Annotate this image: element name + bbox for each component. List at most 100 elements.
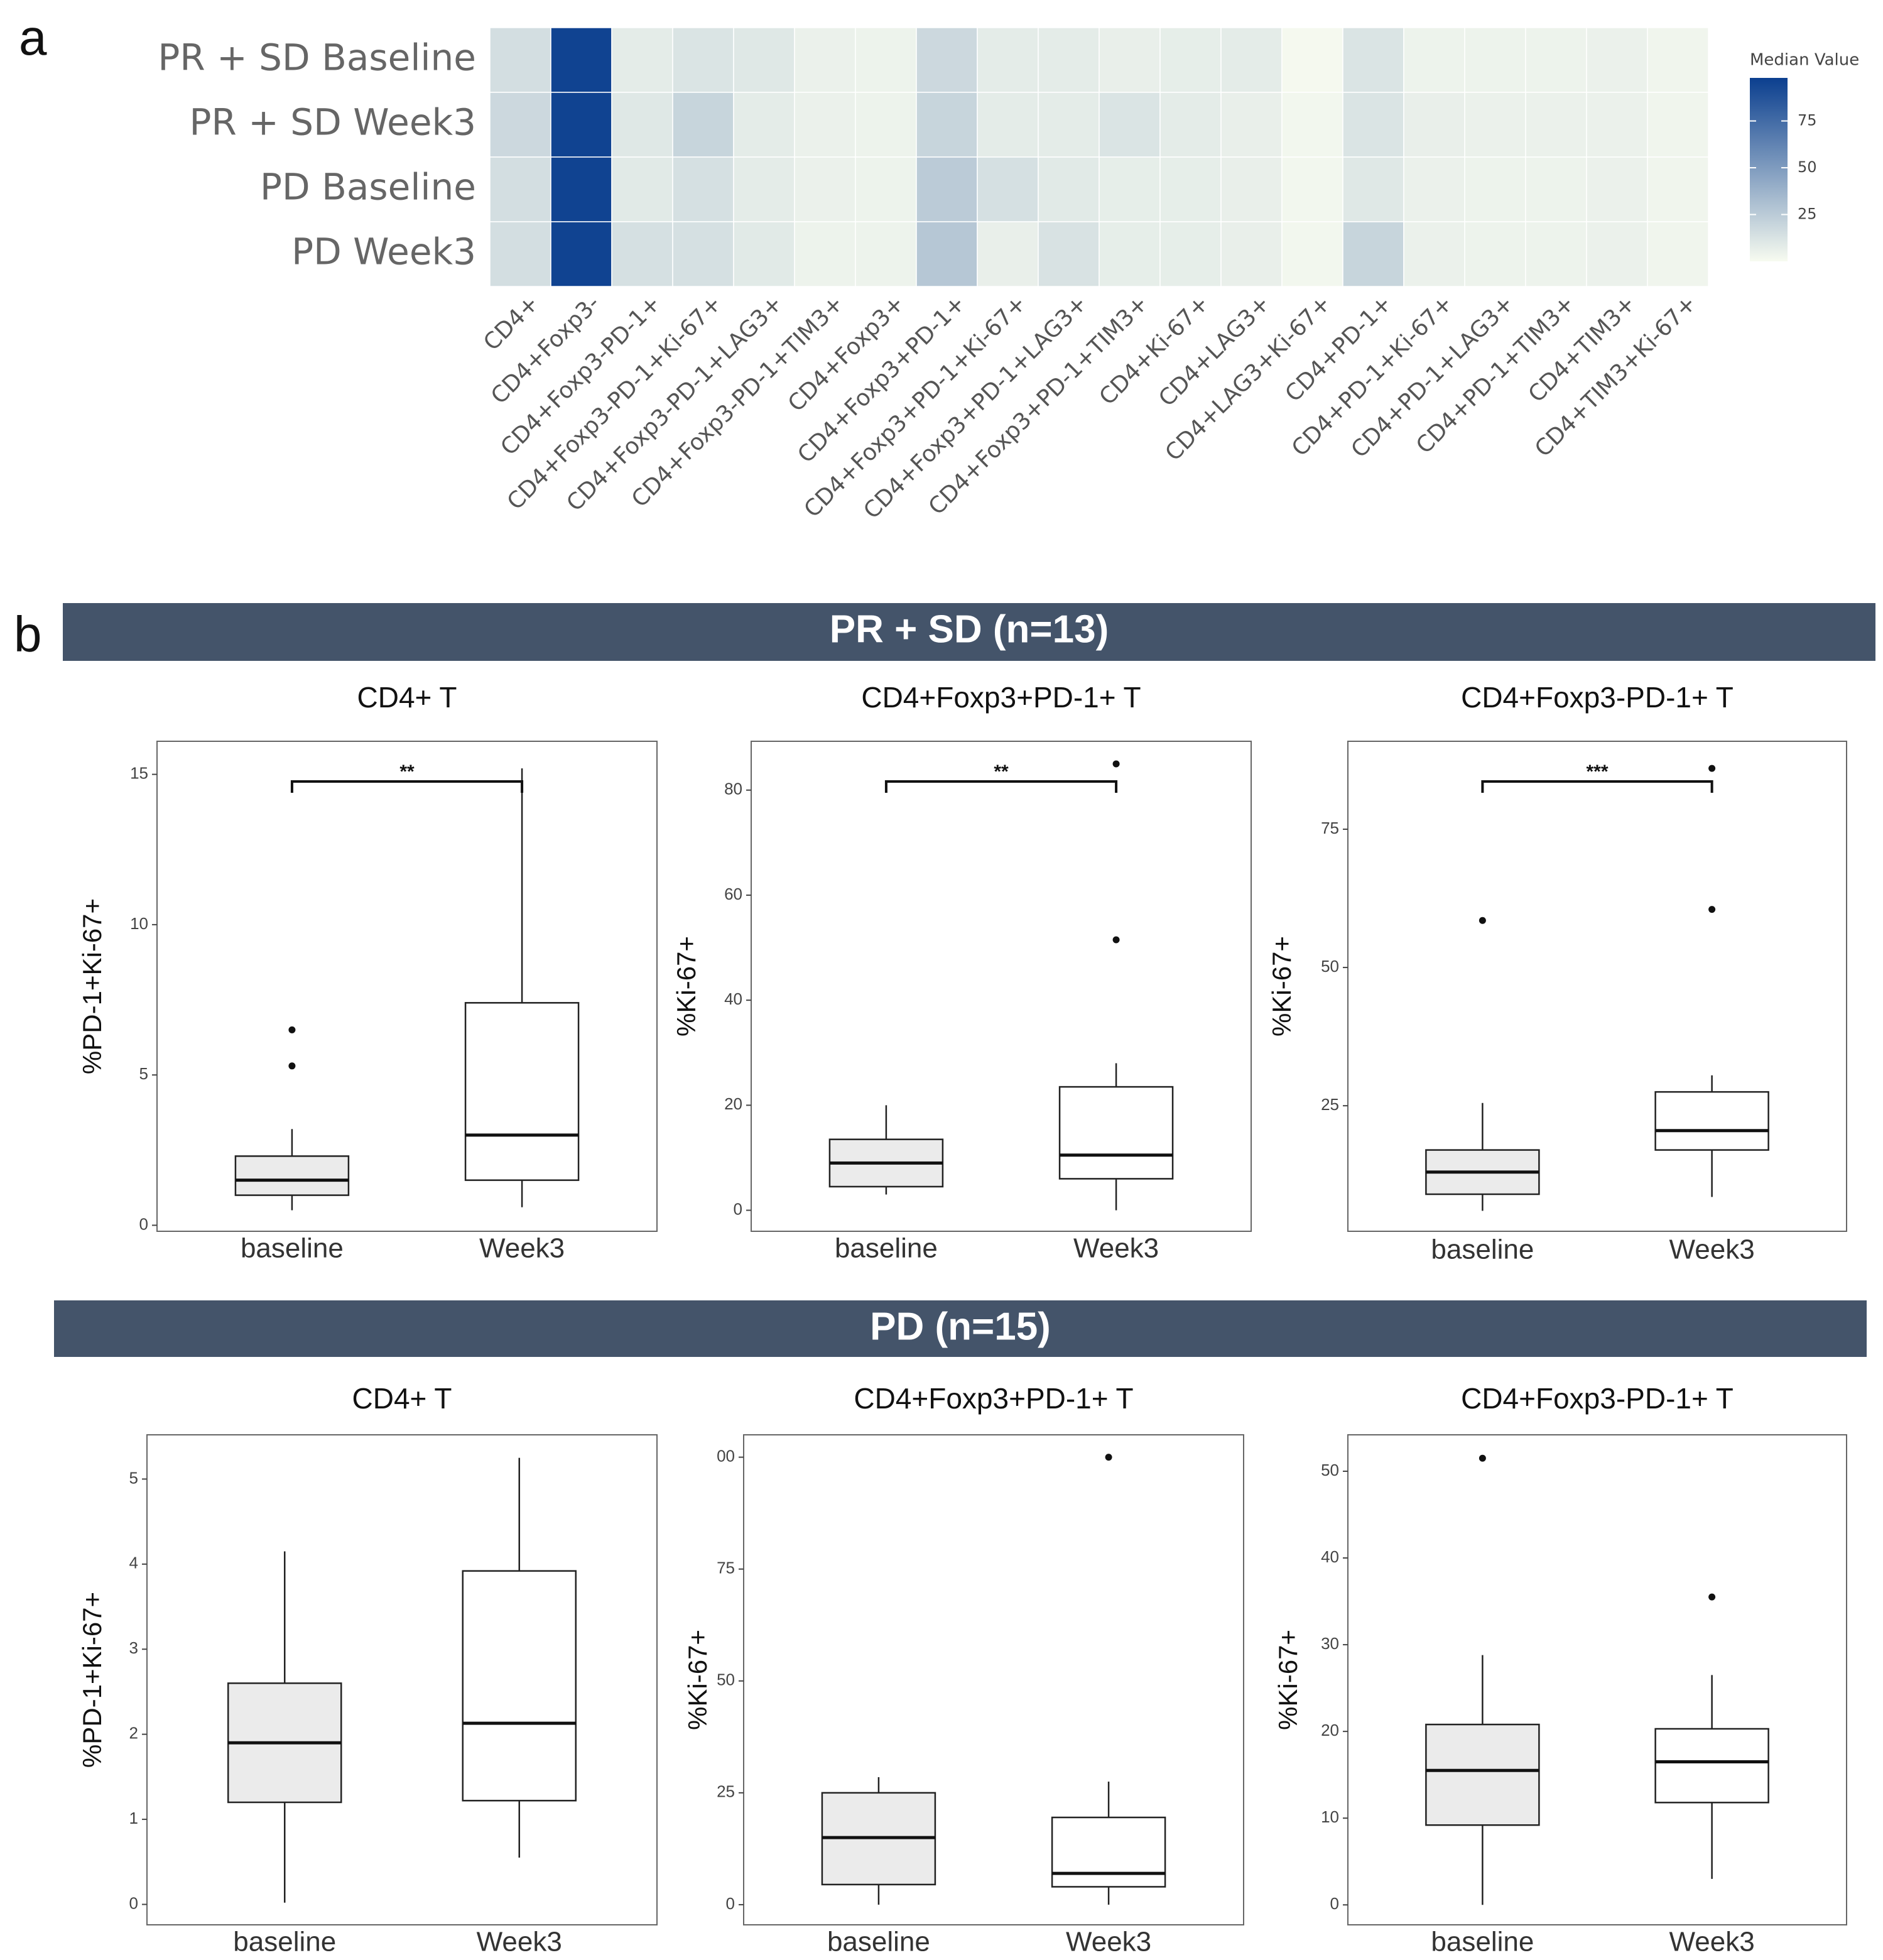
group-banner [63,603,1875,661]
heatmap-cell [1647,92,1709,158]
group-header: PD (n=15) [870,1305,1051,1348]
heatmap-cell [1647,156,1709,222]
y-tick-label: 40 [724,989,742,1008]
y-axis-label: %Ki-67+ [1273,1630,1303,1730]
x-tick-label: Week3 [479,1233,565,1264]
heatmap-cell [1099,27,1161,93]
outlier [1112,936,1120,944]
box [1654,1728,1769,1804]
heatmap-cell [1159,27,1222,93]
heatmap-cell [1647,27,1709,93]
y-tick-label: 25 [717,1782,735,1801]
heatmap-cell [916,156,978,222]
box [1051,1816,1166,1888]
heatmap-cell [1403,27,1465,93]
heatmap-cell [1403,221,1465,287]
column-label: CD4+TIM3+ [1524,290,1641,407]
y-tick-label: 40 [1321,1547,1339,1566]
y-tick-label: 50 [1321,957,1339,976]
outlier [1708,906,1716,913]
plot-title: CD4+Foxp3-PD-1+ T [1461,681,1734,714]
heatmap-cell [1403,156,1465,222]
y-tick-label: 0 [129,1893,138,1912]
plot-frame [156,741,658,1232]
heatmap-cell [611,27,673,93]
heatmap-cell [1159,92,1222,158]
y-tick-label: 00 [717,1446,735,1465]
outlier [288,1062,296,1070]
outlier [1112,760,1120,768]
colorbar-title: Median Value [1750,51,1859,70]
y-axis-label: %Ki-67+ [671,936,701,1037]
plot-title: CD4+Foxp3+PD-1+ T [861,681,1141,714]
heatmap-cell [916,221,978,287]
colorbar-tick-label: 25 [1798,205,1817,223]
heatmap-cell [855,27,917,93]
heatmap-cell [1525,156,1587,222]
panel-label: a [19,9,47,65]
y-tick-label: 1 [129,1809,138,1827]
heatmap-cell [1038,156,1100,222]
outlier [1708,765,1716,772]
heatmap-cell [672,221,734,287]
colorbar [1750,78,1788,261]
heatmap-cell [550,221,612,287]
y-tick-label: 80 [724,780,742,798]
heatmap-cell [1038,221,1100,287]
column-label: CD4+PD-1+ [1281,290,1397,407]
y-axis-label: %Ki-67+ [1267,936,1296,1037]
row-label: PD Baseline [260,166,476,209]
heatmap-cell [1220,27,1283,93]
heatmap-cell [611,92,673,158]
heatmap-cell [1038,27,1100,93]
heatmap-cell [489,221,551,287]
heatmap-cell [733,92,795,158]
heatmap-cell [1342,221,1404,287]
heatmap-cell [1220,156,1283,222]
heatmap-cell [1342,156,1404,222]
heatmap-cell [1159,156,1222,222]
outlier [1105,1454,1112,1461]
y-tick-label: 10 [130,914,148,933]
heatmap-cell [855,156,917,222]
row-label: PR + SD Week3 [190,101,476,144]
plot-title: CD4+ T [352,1382,452,1415]
x-tick-label: baseline [1431,1234,1534,1265]
significance-bracket [884,780,1118,793]
heatmap-cell [1647,221,1709,287]
row-label: PR + SD Baseline [158,36,476,79]
y-tick-label: 60 [724,885,742,903]
heatmap-cell [1281,221,1343,287]
y-axis-label: %Ki-67+ [683,1630,712,1730]
heatmap-cell [855,92,917,158]
x-tick-label: baseline [233,1927,336,1957]
heatmap-cell [1099,221,1161,287]
x-tick-label: baseline [835,1233,938,1264]
heatmap-cell [855,221,917,287]
group-banner [54,1300,1867,1357]
heatmap-cell [1464,92,1526,158]
heatmap-cell [672,156,734,222]
box [464,1002,580,1181]
heatmap-cell [1038,92,1100,158]
y-tick-label: 20 [724,1094,742,1113]
heatmap-cell [1099,156,1161,222]
y-tick-label: 20 [1321,1721,1339,1740]
heatmap-cell [672,92,734,158]
x-tick-label: baseline [1431,1927,1534,1957]
column-label: CD4+Foxp3- [486,290,605,409]
plot-title: CD4+Foxp3+PD-1+ T [854,1382,1133,1415]
heatmap-cell [1525,27,1587,93]
y-tick-label: 10 [1321,1807,1339,1826]
column-label: CD4+Foxp3+PD-1+TIM3+ [924,290,1153,520]
x-tick-label: Week3 [1066,1927,1151,1957]
x-tick-label: Week3 [1073,1233,1159,1264]
panel-label: b [14,606,42,662]
column-label: CD4+Foxp3+PD-1+LAG3+ [859,290,1092,524]
group-header: PR + SD (n=13) [830,607,1109,651]
heatmap-cell [550,156,612,222]
heatmap-cell [1220,221,1283,287]
x-tick-label: baseline [827,1927,930,1957]
